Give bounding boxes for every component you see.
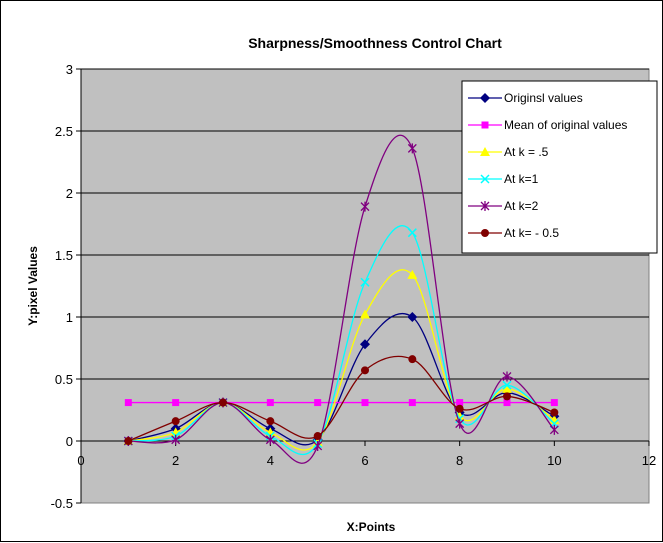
- y-axis-title: Y:pixel Values: [26, 246, 40, 326]
- series-3-point-5: [360, 277, 370, 287]
- series-1-point-8: [503, 399, 511, 407]
- series-2-point-5: [360, 309, 370, 319]
- series-4-point-4: [313, 440, 323, 451]
- series-4-point-5: [360, 201, 370, 212]
- series-4-point-1: [171, 434, 181, 445]
- y-tick-label-1: 0: [66, 434, 73, 449]
- x-tick-label-2: 4: [267, 453, 274, 468]
- series-5-point-4: [313, 432, 322, 441]
- series-4-point-7: [455, 418, 465, 429]
- series-5-point-1: [171, 417, 180, 426]
- series-2-point-6: [407, 269, 418, 279]
- legend-label-0: Originsl values: [504, 91, 583, 105]
- series-3-point-8: [502, 380, 512, 390]
- series-0-point-6: [407, 312, 418, 322]
- legend-swatch-marker-3: [480, 174, 490, 184]
- legend-item-5: At k= - 0.5: [468, 226, 559, 240]
- legend-label-3: At k=1: [504, 172, 539, 186]
- series-2-point-8: [502, 383, 512, 393]
- series-5: [124, 355, 559, 445]
- series-5-point-9: [550, 408, 559, 417]
- series-line-0: [128, 312, 555, 446]
- chart-title: Sharpness/Smoothness Control Chart: [248, 35, 502, 51]
- series-4-point-9: [549, 424, 559, 435]
- series-5-point-8: [503, 392, 511, 401]
- series-5-point-6: [408, 355, 417, 364]
- series-5-point-3: [266, 417, 275, 426]
- legend-swatch-marker-2: [480, 147, 490, 156]
- series-5-point-2: [219, 398, 227, 407]
- y-tick-label-3: 1: [66, 310, 73, 325]
- y-tick-label-2: 0.5: [55, 372, 73, 387]
- y-tick-label-5: 2: [66, 186, 73, 201]
- y-tick-label-4: 1.5: [55, 248, 73, 263]
- legend-label-5: At k= - 0.5: [504, 226, 559, 240]
- series-4-point-8: [502, 371, 512, 382]
- y-tick-label-6: 2.5: [55, 124, 73, 139]
- series-3-point-6: [407, 228, 417, 238]
- x-tick-label-5: 10: [547, 453, 561, 468]
- series-0-point-5: [360, 339, 370, 350]
- legend-item-1: Mean of original values: [468, 118, 627, 132]
- legend-item-3: At k=1: [468, 172, 539, 186]
- x-tick-label-3: 6: [361, 453, 368, 468]
- legend-item-2: At k = .5: [468, 145, 549, 159]
- series-1-point-9: [550, 399, 558, 407]
- series-1-point-7: [456, 399, 464, 407]
- x-tick-label-1: 2: [172, 453, 179, 468]
- legend-label-4: At k=2: [504, 199, 539, 213]
- series-5-point-0: [124, 437, 133, 445]
- legend-swatch-marker-0: [480, 93, 490, 103]
- x-axis-title: X:Points: [347, 520, 396, 534]
- legend-swatch-marker-4: [480, 201, 490, 211]
- x-tick-label-6: 12: [642, 453, 656, 468]
- y-tick-label-7: 3: [66, 62, 73, 77]
- series-layer: [123, 134, 560, 464]
- series-1-point-5: [361, 399, 369, 407]
- series-4-point-6: [407, 143, 417, 154]
- legend-swatch-marker-5: [481, 229, 489, 237]
- series-1-point-6: [408, 399, 416, 407]
- x-tick-label-4: 8: [456, 453, 463, 468]
- series-4-point-3: [265, 434, 275, 445]
- legend-item-4: At k=2: [468, 199, 539, 213]
- legend-box: [461, 80, 658, 254]
- series-1-point-4: [314, 399, 322, 407]
- x-tick-label-0: 0: [77, 453, 84, 468]
- series-5-point-7: [455, 404, 464, 413]
- legend-item-0: Originsl values: [468, 91, 583, 105]
- legend-label-2: At k = .5: [504, 145, 549, 159]
- series-5-point-5: [361, 366, 369, 375]
- legend-swatch-marker-1: [481, 121, 489, 129]
- series-line-5: [128, 355, 555, 442]
- series-1-point-3: [266, 399, 274, 407]
- series-1-point-0: [124, 399, 132, 407]
- series-1-point-1: [172, 399, 180, 407]
- legend: Originsl values Mean of original values At…: [461, 80, 658, 254]
- legend-label-1: Mean of original values: [504, 118, 627, 132]
- y-tick-label-0: -0.5: [51, 496, 73, 511]
